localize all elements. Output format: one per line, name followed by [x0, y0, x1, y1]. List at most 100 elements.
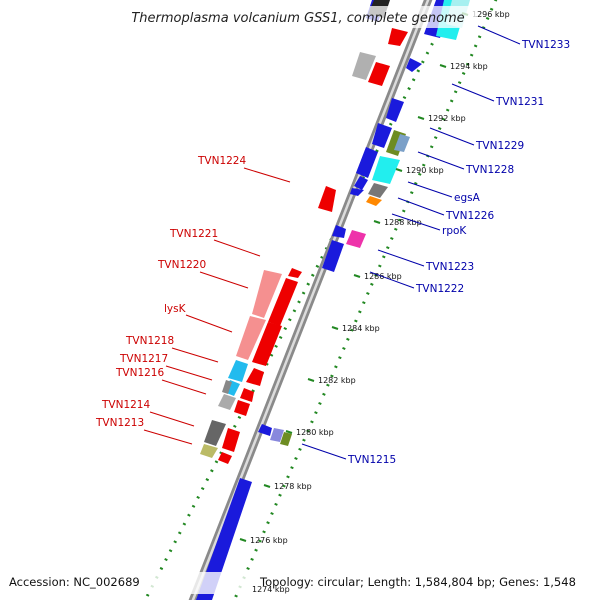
tick-mark [285, 430, 293, 434]
gene-label-right[interactable]: TVN1226 [445, 210, 494, 222]
rrna-feature[interactable] [252, 270, 282, 318]
label-connector-line [243, 167, 291, 183]
tick-label: 1278 kbp [274, 482, 312, 491]
tick-mark [417, 116, 425, 120]
misc-feature[interactable] [280, 432, 292, 446]
cds-forward-strand[interactable] [388, 28, 408, 46]
label-connector-line [185, 314, 233, 333]
gene-label-right[interactable]: egsA [454, 192, 481, 204]
cds-reverse-strand[interactable] [332, 225, 346, 238]
gene-label-left[interactable]: TVN1220 [157, 259, 206, 271]
tick-label: 1290 kbp [406, 166, 444, 175]
tick-mark [331, 326, 339, 330]
misc-feature[interactable] [222, 380, 232, 394]
tick-mark [263, 484, 271, 488]
gene-label-left[interactable]: TVN1214 [101, 399, 150, 411]
tick-label: 1294 kbp [450, 62, 488, 71]
label-connector-line [171, 347, 219, 363]
label-connector-line [143, 429, 193, 445]
gene-label-right[interactable]: TVN1223 [425, 261, 474, 273]
label-connector-line [391, 213, 441, 231]
cds-forward-strand[interactable] [222, 428, 240, 452]
label-connector-line [165, 365, 213, 381]
misc-feature[interactable] [366, 196, 382, 206]
gene-label-left[interactable]: TVN1216 [115, 367, 164, 379]
tick-label: 1276 kbp [250, 536, 288, 545]
misc-feature[interactable] [352, 52, 376, 80]
label-connector-line [161, 379, 207, 395]
label-connector-line [199, 271, 249, 289]
gene-label-left[interactable]: TVN1213 [95, 417, 144, 429]
cds-forward-strand[interactable] [246, 368, 264, 386]
cds-forward-strand[interactable] [368, 62, 390, 86]
cds-reverse-strand[interactable] [356, 147, 378, 178]
cds-reverse-strand[interactable] [350, 188, 364, 196]
cds-forward-strand[interactable] [234, 400, 250, 416]
cds-forward-strand[interactable] [288, 268, 302, 278]
cds-reverse-strand[interactable] [354, 176, 368, 190]
tick-mark [373, 220, 381, 224]
label-connector-line [149, 411, 195, 427]
tick-label: 1282 kbp [318, 376, 356, 385]
accession-label: Accession: NC_002689 [9, 575, 140, 589]
tick-mark [353, 274, 361, 278]
label-connector-line [377, 249, 425, 267]
cds-reverse-strand[interactable] [322, 240, 344, 272]
label-layer: TVN1224 TVN1221 TVN1220 lysK TVN1218 TVN1217 T… [95, 25, 570, 466]
cds-forward-strand[interactable] [268, 278, 298, 326]
label-connector-line [477, 25, 521, 45]
tick-mark [439, 64, 447, 68]
genome-backbone-highlight [191, 0, 430, 600]
misc-feature[interactable] [270, 428, 284, 442]
tick-label: 1292 kbp [428, 114, 466, 123]
gene-label-right[interactable]: TVN1229 [475, 140, 524, 152]
tick-mark [239, 538, 247, 542]
cds-forward-strand[interactable] [252, 322, 282, 366]
cds-forward-strand[interactable] [318, 186, 336, 212]
cds-reverse-strand[interactable] [386, 98, 404, 122]
topology-label: Topology: circular; Length: 1,584,804 bp… [259, 575, 576, 589]
gene-label-right[interactable]: rpoK [442, 225, 467, 237]
gene-label-right[interactable]: TVN1215 [347, 454, 396, 466]
gene-label-left[interactable]: TVN1217 [119, 353, 168, 365]
gene-label-left[interactable]: TVN1224 [197, 155, 246, 167]
cds-forward-strand[interactable] [240, 388, 254, 402]
tick-label: 1296 kbp [472, 10, 510, 19]
cds-reverse-strand[interactable] [258, 424, 272, 436]
gene-label-right[interactable]: TVN1233 [521, 39, 570, 51]
label-connector-line [429, 127, 475, 146]
label-connector-line [417, 151, 465, 170]
label-connector-line [369, 271, 415, 289]
tick-mark [307, 378, 315, 382]
misc-feature[interactable] [368, 183, 388, 198]
gene-label-right[interactable]: TVN1222 [415, 283, 464, 295]
gene-label-right[interactable]: TVN1231 [495, 96, 544, 108]
misc-feature[interactable] [200, 444, 218, 458]
cds-reverse-strand[interactable] [406, 58, 422, 72]
map-title: Thermoplasma volcanium GSS1, complete ge… [131, 11, 464, 26]
gc-track-outer-left [143, 0, 457, 600]
misc-feature[interactable] [394, 134, 410, 152]
label-connector-line [213, 239, 261, 257]
tick-mark [395, 168, 403, 172]
misc-feature[interactable] [204, 420, 226, 446]
rrna-feature[interactable] [236, 316, 266, 360]
gene-label-left[interactable]: TVN1221 [169, 228, 218, 240]
gene-label-left[interactable]: lysK [164, 303, 187, 315]
cds-reverse-strand[interactable] [196, 478, 252, 600]
tick-label-bottom: 1274 kbp [252, 585, 290, 594]
label-connector-line [407, 181, 453, 198]
cds-reverse-strand[interactable] [372, 123, 392, 148]
cds-forward-strand[interactable] [218, 452, 232, 464]
trna-feature[interactable] [228, 360, 248, 382]
trna-feature[interactable] [372, 156, 400, 184]
gene-label-right[interactable]: TVN1228 [465, 164, 514, 176]
misc-feature[interactable] [346, 230, 366, 248]
label-connector-line [397, 197, 445, 216]
misc-feature[interactable] [218, 394, 236, 410]
gene-label-left[interactable]: TVN1218 [125, 335, 174, 347]
tick-label: 1288 kbp [384, 218, 422, 227]
label-connector-line [301, 443, 347, 460]
